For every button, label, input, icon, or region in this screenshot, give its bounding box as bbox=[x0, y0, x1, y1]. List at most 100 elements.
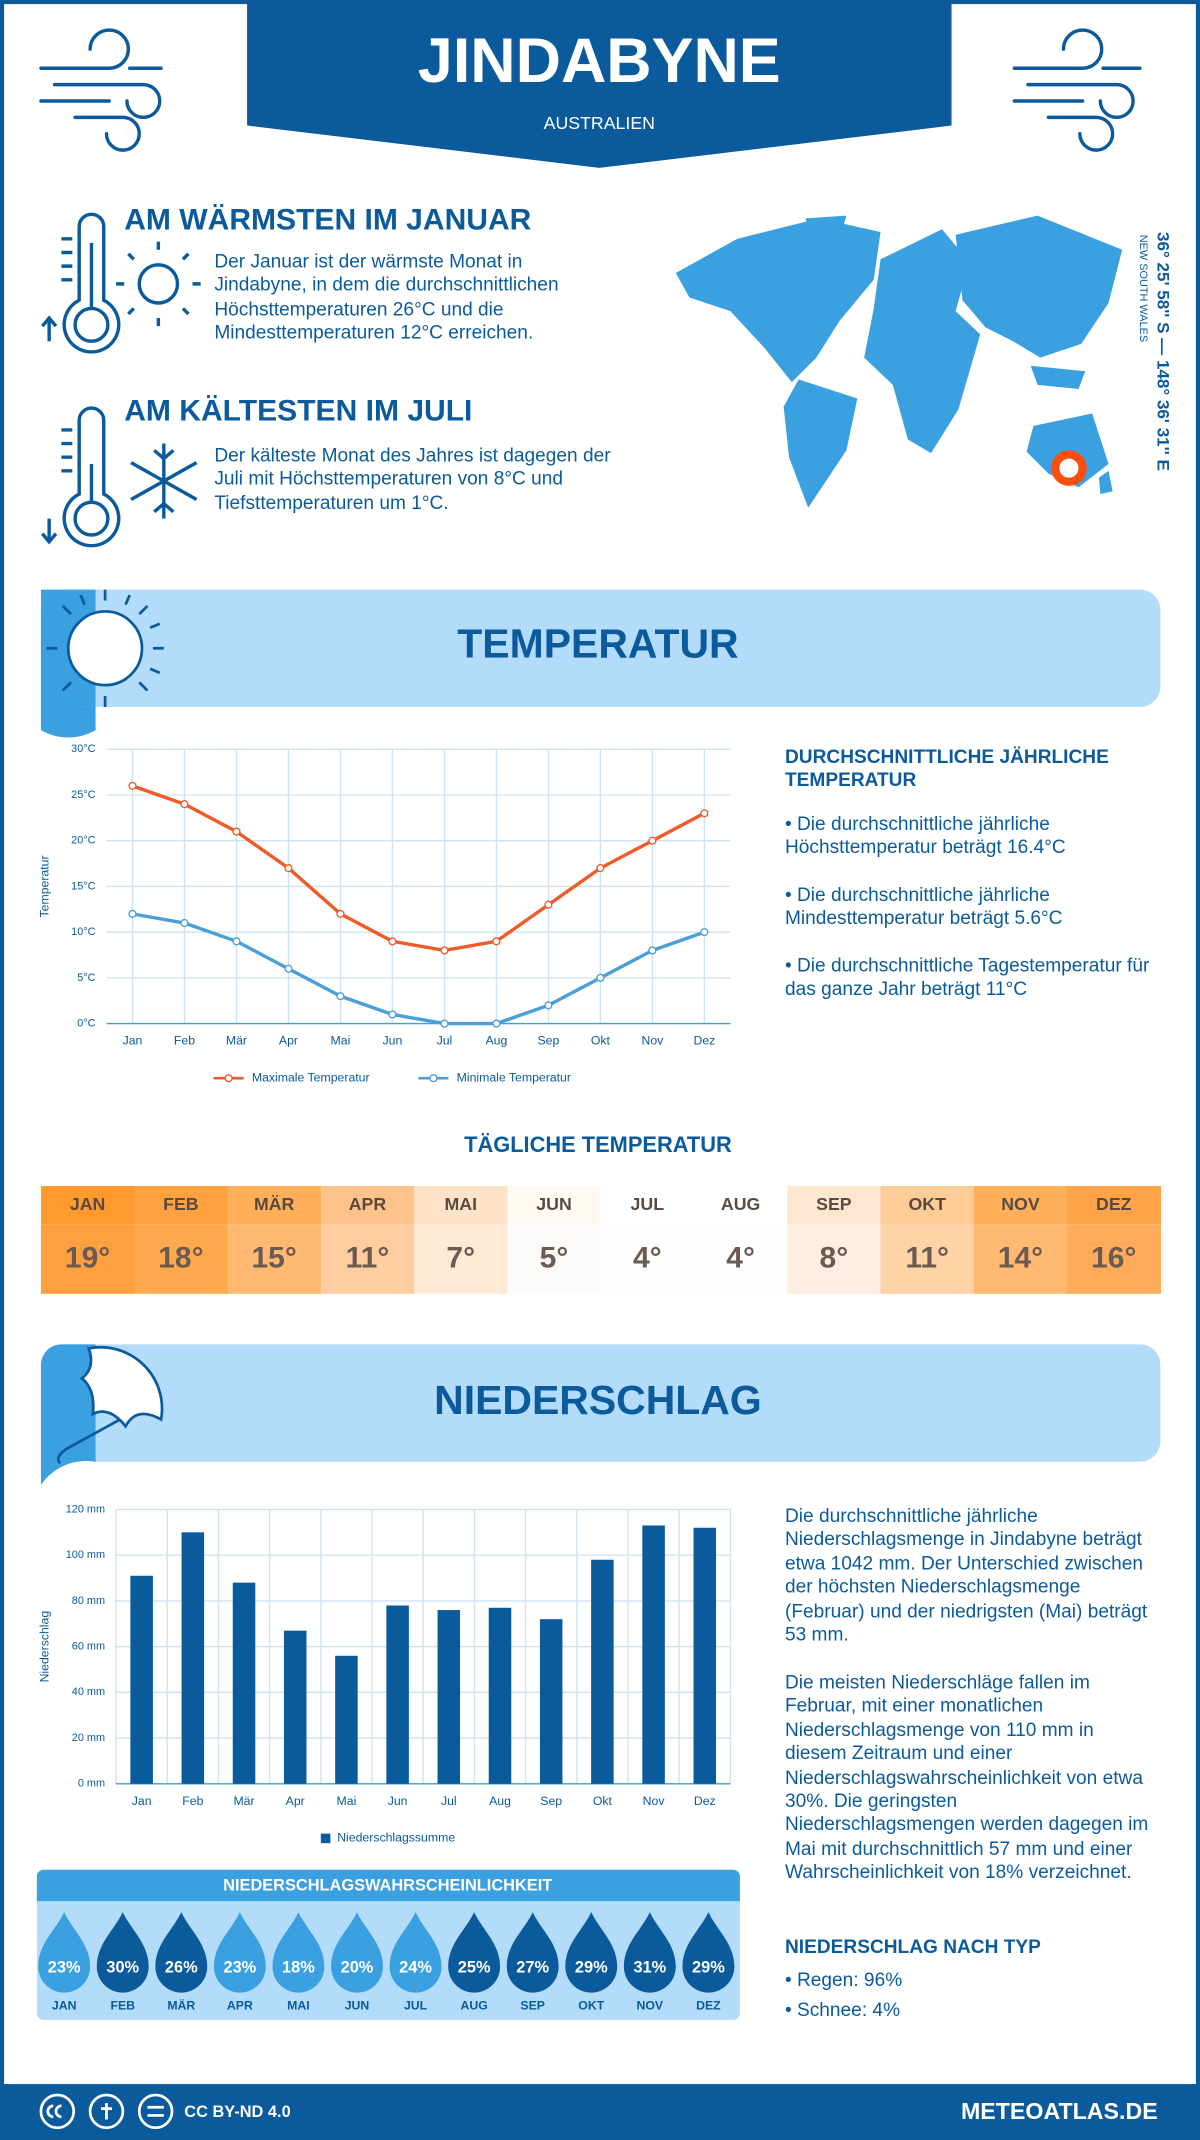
thermometer-warm-icon bbox=[41, 212, 201, 354]
bar bbox=[591, 1559, 614, 1784]
header-banner bbox=[247, 0, 952, 168]
probability-month: FEB bbox=[110, 1999, 135, 2013]
probability-month: SEP bbox=[520, 1999, 545, 2013]
license-icons bbox=[39, 2093, 174, 2130]
legend-label: Niederschlagssumme bbox=[337, 1831, 455, 1845]
temperature-cell bbox=[414, 1224, 509, 1294]
x-tick-label: Mär bbox=[226, 1034, 247, 1048]
x-tick-label: Mär bbox=[233, 1794, 254, 1808]
umbrella-icon bbox=[56, 1345, 164, 1465]
x-tick-label: Feb bbox=[174, 1034, 195, 1048]
precipitation-type: Regen: 96% bbox=[785, 1968, 902, 1992]
probability-title: NIEDERSCHLAGSWAHRSCHEINLICHKEIT bbox=[223, 1876, 552, 1894]
bar bbox=[539, 1619, 563, 1784]
probability-label: 29% bbox=[575, 1958, 608, 1976]
temperature-cell bbox=[787, 1224, 882, 1294]
x-tick-label: Okt bbox=[591, 1034, 611, 1048]
month-header-cell bbox=[414, 1186, 509, 1225]
month-label: SEP bbox=[816, 1194, 852, 1214]
license: CC BY-ND 4.0 bbox=[184, 2103, 290, 2121]
y-axis-label: Temperatur bbox=[37, 855, 51, 917]
probability-label: 24% bbox=[399, 1958, 432, 1976]
temperature-cell bbox=[227, 1224, 322, 1294]
bar bbox=[283, 1630, 307, 1784]
probability-drop bbox=[682, 1912, 735, 1993]
probability-label: 31% bbox=[633, 1958, 666, 1976]
probability-drop bbox=[38, 1912, 91, 1993]
bar bbox=[181, 1532, 205, 1784]
month-label: MAI bbox=[444, 1194, 477, 1214]
probability-title-bar bbox=[36, 1869, 740, 1902]
probability-drop bbox=[331, 1912, 383, 1993]
temperature-cell bbox=[1067, 1224, 1162, 1294]
location-marker bbox=[1051, 450, 1087, 486]
probability-month: MÄR bbox=[167, 1998, 195, 2013]
point bbox=[440, 946, 449, 955]
x-tick-label: Aug bbox=[486, 1034, 508, 1048]
legend-label: Minimale Temperatur bbox=[457, 1070, 571, 1084]
y-tick-label: 120 mm bbox=[66, 1503, 105, 1515]
probability-drop bbox=[96, 1912, 149, 1993]
precipitation-banner bbox=[40, 1344, 1161, 1485]
bar bbox=[488, 1607, 512, 1784]
probability-label: 29% bbox=[692, 1958, 725, 1976]
temperature-value: 11° bbox=[346, 1242, 390, 1275]
y-axis-label: Niederschlag bbox=[37, 1611, 51, 1683]
month-header-cell bbox=[600, 1186, 695, 1225]
y-tick-label: 80 mm bbox=[72, 1595, 105, 1607]
point bbox=[128, 781, 137, 790]
x-tick-label: Aug bbox=[489, 1794, 511, 1808]
legend-marker bbox=[429, 1074, 438, 1083]
x-tick-label: Sep bbox=[540, 1794, 562, 1808]
x-tick-label: Dez bbox=[693, 1034, 715, 1048]
probability-month: APR bbox=[227, 1999, 253, 2013]
bar bbox=[642, 1525, 665, 1784]
point bbox=[336, 909, 345, 918]
legend-label: Maximale Temperatur bbox=[252, 1070, 370, 1084]
temperature-cell bbox=[693, 1224, 788, 1294]
annual-point: Die durchschnittliche Tagestemperatur fü… bbox=[785, 954, 1154, 1002]
probability-drop bbox=[155, 1912, 208, 1993]
temperature-cell bbox=[320, 1224, 415, 1294]
y-tick-label: 20 mm bbox=[72, 1732, 105, 1744]
month-label: AUG bbox=[721, 1194, 760, 1214]
temperature-value: 16° bbox=[1091, 1242, 1136, 1275]
sun-icon bbox=[46, 589, 164, 707]
month-header-cell bbox=[1067, 1186, 1162, 1225]
line bbox=[132, 912, 705, 1026]
temperature-value: 4° bbox=[726, 1242, 755, 1275]
daily-temperature-title: TÄGLICHE TEMPERATUR bbox=[464, 1132, 732, 1157]
probability-drop bbox=[272, 1912, 325, 1993]
probability-drop bbox=[448, 1912, 501, 1993]
annual-point: Die durchschnittliche jährliche Höchstte… bbox=[785, 812, 1126, 860]
probability-drop bbox=[623, 1912, 676, 1993]
temperature-cell bbox=[600, 1224, 695, 1294]
x-tick-label: Feb bbox=[182, 1794, 203, 1808]
y-tick-label: 10°C bbox=[71, 926, 95, 938]
probability-month: NOV bbox=[637, 1999, 664, 2013]
temperature-value: 4° bbox=[633, 1242, 662, 1275]
wind-icon-left bbox=[39, 28, 163, 152]
y-tick-label: 40 mm bbox=[72, 1686, 105, 1698]
month-label: NOV bbox=[1001, 1194, 1040, 1214]
month-label: MÄR bbox=[254, 1194, 295, 1214]
temperature-cell bbox=[134, 1224, 229, 1294]
point bbox=[700, 928, 709, 937]
x-tick-label: Jul bbox=[441, 1794, 457, 1808]
y-tick-label: 5°C bbox=[77, 972, 95, 984]
point bbox=[648, 836, 657, 845]
month-label: JUL bbox=[631, 1194, 665, 1214]
temperature-value: 7° bbox=[446, 1242, 475, 1275]
month-header-cell bbox=[134, 1186, 229, 1225]
coordinates: 36° 25' 58'' S — 148° 36' 31'' E bbox=[1153, 232, 1172, 471]
month-label: JUN bbox=[536, 1194, 571, 1214]
x-tick-label: Mai bbox=[331, 1034, 351, 1048]
month-header-cell bbox=[973, 1186, 1068, 1225]
probability-label: 23% bbox=[48, 1958, 81, 1976]
highlight-title: AM WÄRMSTEN IM JANUAR bbox=[124, 201, 532, 237]
probability-label: 20% bbox=[341, 1958, 374, 1976]
point bbox=[596, 973, 605, 982]
point bbox=[388, 937, 397, 946]
temperature-value: 18° bbox=[158, 1242, 203, 1275]
world-map bbox=[675, 215, 1123, 508]
